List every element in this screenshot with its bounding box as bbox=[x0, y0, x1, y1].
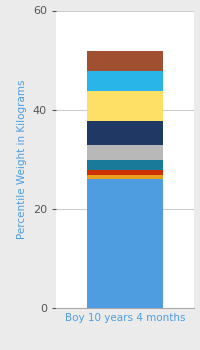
Bar bbox=[87, 121, 163, 145]
Bar bbox=[87, 179, 163, 308]
Bar bbox=[87, 91, 163, 120]
Bar bbox=[87, 71, 163, 91]
Bar bbox=[87, 170, 163, 175]
Bar bbox=[87, 160, 163, 170]
Bar bbox=[87, 145, 163, 160]
Bar bbox=[87, 51, 163, 71]
Bar bbox=[87, 175, 163, 179]
Y-axis label: Percentile Weight in Kilograms: Percentile Weight in Kilograms bbox=[17, 79, 27, 239]
